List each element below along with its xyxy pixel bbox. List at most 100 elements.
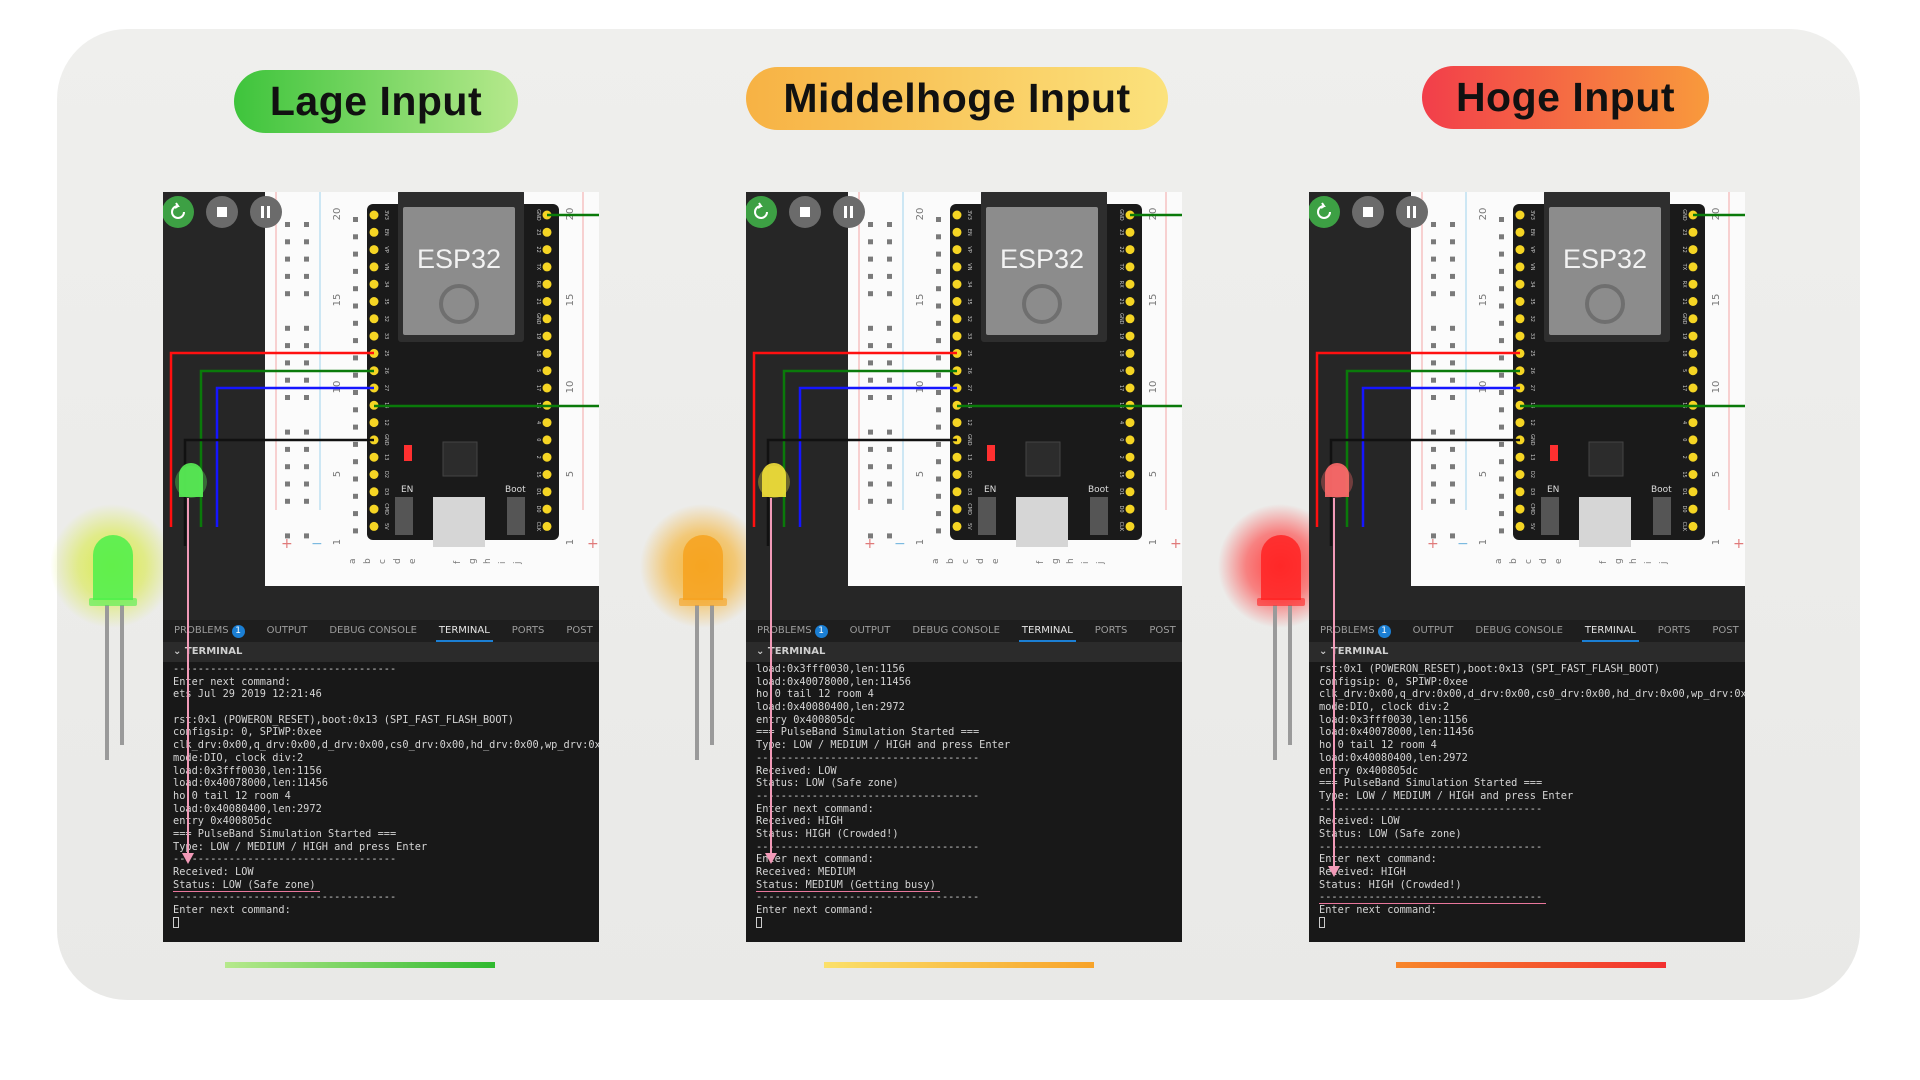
pin-3V3[interactable] — [369, 210, 379, 220]
terminal-cursor[interactable] — [756, 917, 1182, 930]
pin-D2[interactable] — [1515, 470, 1525, 479]
tab-problems[interactable]: PROBLEMS 1 — [1309, 620, 1402, 642]
pin-VP[interactable] — [1515, 245, 1525, 255]
pin-34[interactable] — [1515, 279, 1525, 289]
pin-CMD[interactable] — [952, 504, 962, 514]
terminal-output[interactable]: ------------------------------------ Ente… — [163, 662, 599, 942]
restart-button[interactable] — [1309, 196, 1340, 228]
boot-button[interactable] — [507, 497, 525, 535]
pin-2[interactable] — [1688, 452, 1698, 462]
pin-15[interactable] — [1688, 470, 1698, 479]
pin-0[interactable] — [1688, 435, 1698, 445]
pin-D1[interactable] — [1688, 487, 1698, 497]
pin-18[interactable] — [1125, 348, 1135, 358]
pin-CLK[interactable] — [542, 521, 552, 531]
pin-VP[interactable] — [369, 245, 379, 255]
tab-problems[interactable]: PROBLEMS 1 — [163, 620, 256, 642]
pin-12[interactable] — [952, 418, 962, 428]
pin-EN[interactable] — [369, 227, 379, 237]
pin-35[interactable] — [952, 297, 962, 306]
pin-33[interactable] — [952, 331, 962, 341]
tab-terminal[interactable]: TERMINAL — [1011, 620, 1084, 642]
pin-4[interactable] — [1125, 418, 1135, 428]
pin-17[interactable] — [542, 383, 552, 393]
pin-TX[interactable] — [542, 262, 552, 272]
led-component-icon[interactable] — [762, 463, 786, 497]
pin-2[interactable] — [542, 452, 552, 462]
pin-D0[interactable] — [1125, 504, 1135, 514]
pin-18[interactable] — [542, 348, 552, 358]
pin-22[interactable] — [1125, 245, 1135, 255]
pin-4[interactable] — [1688, 418, 1698, 428]
pin-RX[interactable] — [1688, 279, 1698, 289]
pin-21[interactable] — [1688, 297, 1698, 306]
pin-5[interactable] — [1125, 366, 1135, 376]
pin-EN[interactable] — [952, 227, 962, 237]
pin-23[interactable] — [1688, 227, 1698, 237]
en-button[interactable] — [395, 497, 413, 535]
pin-TX[interactable] — [1125, 262, 1135, 272]
pin-GND[interactable] — [542, 314, 552, 324]
wire-black[interactable] — [183, 438, 374, 546]
led-component-icon[interactable] — [1325, 463, 1349, 497]
pin-D3[interactable] — [952, 487, 962, 497]
restart-button[interactable] — [746, 196, 777, 228]
terminal-section-header[interactable]: ⌄ TERMINAL — [163, 642, 599, 662]
led-component-icon[interactable] — [179, 463, 203, 497]
pin-22[interactable] — [1688, 245, 1698, 255]
pin-32[interactable] — [952, 314, 962, 324]
tab-ports[interactable]: PORTS — [511, 625, 545, 636]
pin-33[interactable] — [1515, 331, 1525, 341]
tab-terminal[interactable]: TERMINAL — [1574, 620, 1647, 642]
wire-black[interactable] — [1329, 438, 1520, 546]
wire-red[interactable] — [1315, 351, 1520, 527]
tab-postman[interactable]: POST — [1149, 625, 1176, 636]
pin-0[interactable] — [542, 435, 552, 445]
boot-button[interactable] — [1090, 497, 1108, 535]
terminal-cursor[interactable] — [173, 917, 599, 930]
pin-32[interactable] — [1515, 314, 1525, 324]
pin-12[interactable] — [369, 418, 379, 428]
tab-terminal[interactable]: TERMINAL — [428, 620, 501, 642]
pin-35[interactable] — [1515, 297, 1525, 306]
pin-CLK[interactable] — [1688, 521, 1698, 531]
terminal-cursor[interactable] — [1319, 917, 1745, 930]
tab-debug-console[interactable]: DEBUG CONSOLE — [912, 625, 1000, 636]
pin-D3[interactable] — [1515, 487, 1525, 497]
pin-5V[interactable] — [952, 521, 962, 531]
pin-21[interactable] — [1125, 297, 1135, 306]
pin-17[interactable] — [1688, 383, 1698, 393]
pin-23[interactable] — [542, 227, 552, 237]
pin-5[interactable] — [1688, 366, 1698, 376]
wire-black[interactable] — [766, 438, 957, 546]
pin-CLK[interactable] — [1125, 521, 1135, 531]
pin-D0[interactable] — [542, 504, 552, 514]
pin-22[interactable] — [542, 245, 552, 255]
pin-13[interactable] — [369, 452, 379, 462]
pin-D1[interactable] — [1125, 487, 1135, 497]
pin-4[interactable] — [542, 418, 552, 428]
pin-33[interactable] — [369, 331, 379, 341]
terminal-section-header[interactable]: ⌄ TERMINAL — [1309, 642, 1745, 662]
pin-D2[interactable] — [952, 470, 962, 479]
pin-VN[interactable] — [1515, 262, 1525, 272]
pin-19[interactable] — [1688, 331, 1698, 341]
pin-D3[interactable] — [369, 487, 379, 497]
pin-15[interactable] — [542, 470, 552, 479]
tab-ports[interactable]: PORTS — [1094, 625, 1128, 636]
wire-blue[interactable] — [215, 386, 374, 527]
pin-5[interactable] — [542, 366, 552, 376]
pin-34[interactable] — [952, 279, 962, 289]
pin-D0[interactable] — [1688, 504, 1698, 514]
pin-5V[interactable] — [369, 521, 379, 531]
wire-red[interactable] — [169, 351, 374, 527]
tab-debug-console[interactable]: DEBUG CONSOLE — [1475, 625, 1563, 636]
pin-0[interactable] — [1125, 435, 1135, 445]
tab-output[interactable]: OUTPUT — [266, 625, 308, 636]
tab-debug-console[interactable]: DEBUG CONSOLE — [329, 625, 417, 636]
pin-CMD[interactable] — [1515, 504, 1525, 514]
pause-button[interactable] — [1396, 196, 1428, 228]
